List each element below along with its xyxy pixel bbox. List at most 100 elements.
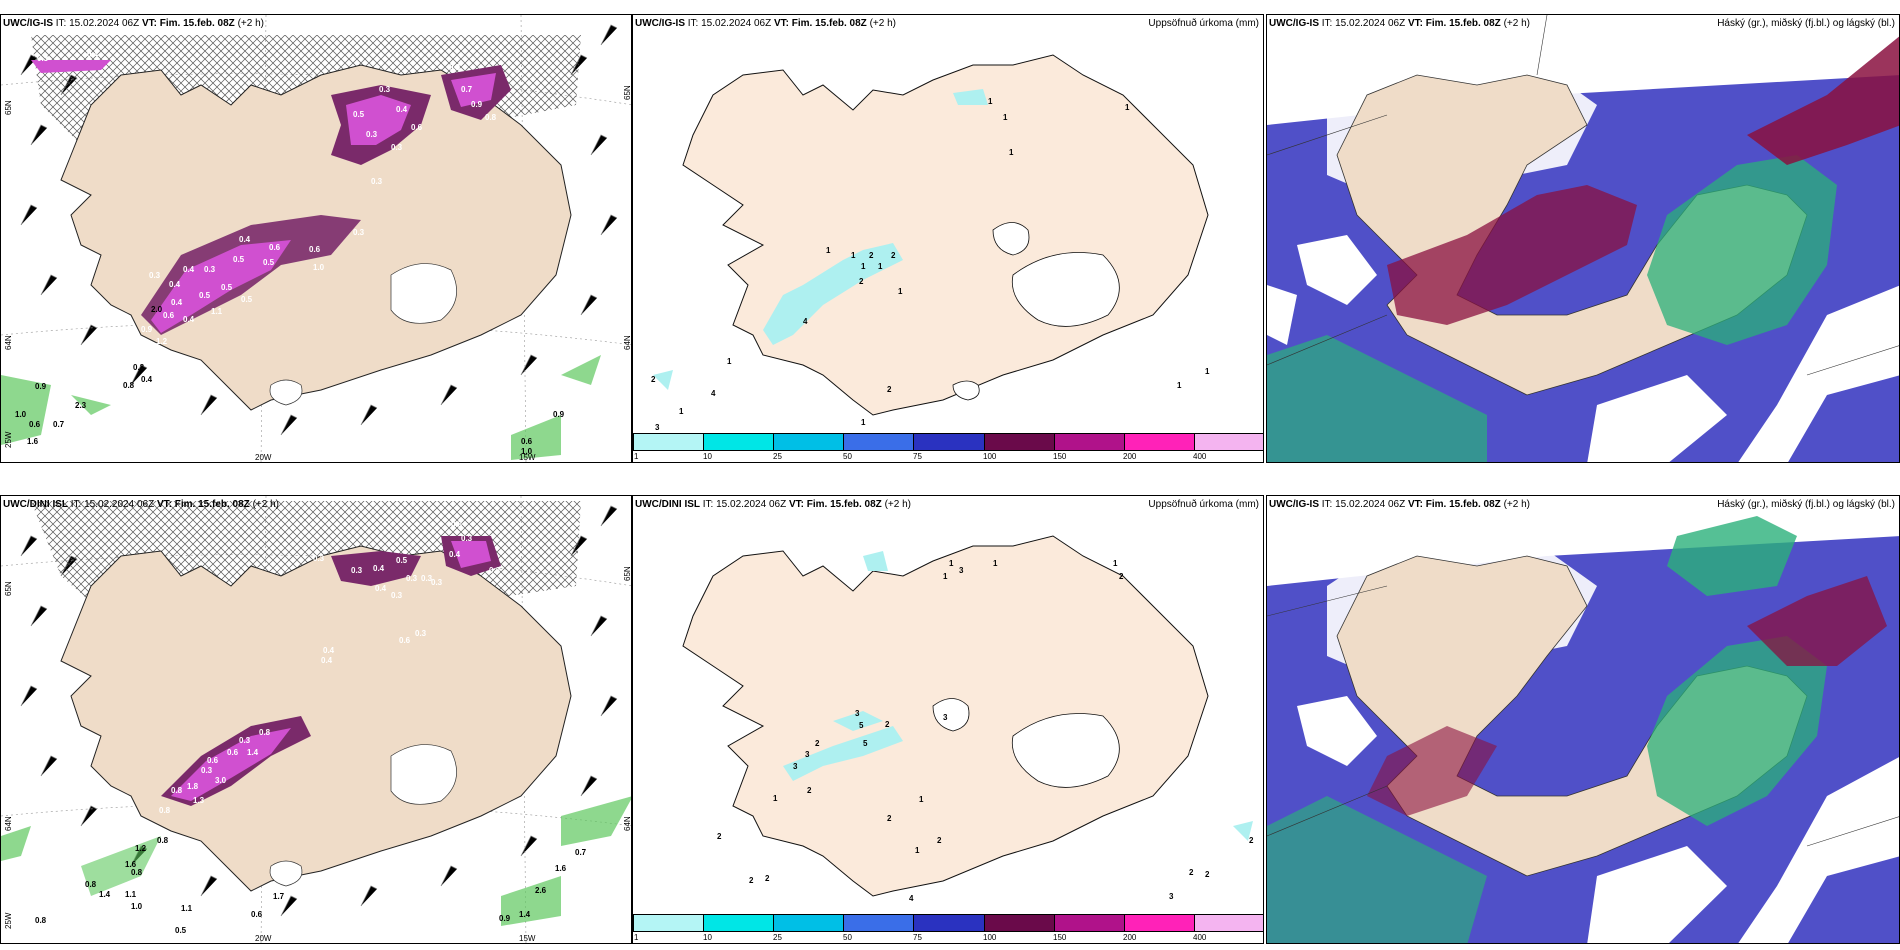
model-title: UWC/IG-IS (635, 18, 685, 29)
init-time: IT: 15.02.2024 06Z (1321, 499, 1406, 510)
accum-label: 2 (891, 251, 896, 260)
colorbar-tick: 100 (983, 933, 997, 942)
graticule (1267, 585, 1899, 847)
accum-label: 4 (711, 389, 716, 398)
precip-label: 1.1 (181, 904, 193, 913)
precip-label: 0.3 (449, 63, 461, 72)
init-time: IT: 15.02.2024 06Z (702, 499, 787, 510)
panel-r1-right: UWC/IG-IS IT: 15.02.2024 06Z VT: Fim. 15… (1266, 14, 1900, 463)
vt-label: VT: (773, 18, 789, 29)
precip-label: 0.8 (85, 880, 97, 889)
precip-label: 0.3 (204, 265, 216, 274)
accum-label: 3 (943, 713, 948, 722)
model-title: UWC/IG-IS (1269, 499, 1319, 510)
precip-label: 1.8 (187, 782, 199, 791)
precip-label: 1.1 (125, 890, 137, 899)
precip-label: 0.8 (485, 113, 497, 122)
precip-label: 0.3 (351, 566, 363, 575)
precip-label: 1.0 (131, 902, 143, 911)
precip-label: 1.4 (99, 890, 111, 899)
panel-header: UWC/DINI ISL IT: 15.02.2024 06Z VT: Fim.… (3, 499, 279, 510)
colorbar-tick: 25 (773, 933, 782, 942)
colorbar-tick: 150 (1053, 452, 1067, 461)
colorbar-cell (704, 434, 775, 450)
panel-r2-left: UWC/DINI ISL IT: 15.02.2024 06Z VT: Fim.… (0, 495, 632, 944)
colorbar-cell (774, 915, 845, 931)
precip-label: 0.7 (121, 327, 133, 336)
accum-label: 4 (803, 317, 808, 326)
precip-label: 0.5 (241, 295, 253, 304)
precip-label: 0.3 (313, 554, 325, 563)
accum-label: 1 (861, 418, 866, 427)
precip-label: 0.3 (431, 578, 443, 587)
colorbar-cell (704, 915, 775, 931)
colorbar-cell (1124, 915, 1195, 931)
precip-label: 0.9 (471, 100, 483, 109)
accum-label: 1 (1113, 559, 1118, 568)
precip-label: 1.0 (313, 263, 325, 272)
vt-label: VT: (156, 499, 172, 510)
colorbar-tick: 200 (1123, 933, 1137, 942)
accum-label: 2 (717, 832, 722, 841)
accum-label: 2 (815, 739, 820, 748)
field-title: Háský (gr.), miðský (fj.bl.) og lágský (… (1717, 18, 1895, 29)
init-time: IT: 15.02.2024 06Z (70, 499, 155, 510)
lon-label-mid: 20W (255, 453, 272, 462)
precip-label: 0.6 (251, 910, 263, 919)
vt-value: Fim. 15.feb. 08Z (1425, 499, 1501, 510)
colorbar-cell (984, 915, 1055, 931)
accum-label: 3 (805, 750, 810, 759)
colorbar-cell (1054, 915, 1125, 931)
precip-label: 0.9 (35, 382, 47, 391)
accum-label: 2 (859, 277, 864, 286)
precip-label: 0.5 (353, 110, 365, 119)
colorbar-tick: 1 (634, 933, 639, 942)
colorbar-tick: 50 (843, 933, 852, 942)
colorbar-tick: 75 (913, 933, 922, 942)
precip-label: 0.5 (199, 291, 211, 300)
accum-label: 1 (851, 251, 856, 260)
precip-label: 0.3 (461, 534, 473, 543)
model-title: UWC/DINI ISL (635, 499, 700, 510)
colorbar-tick: 100 (983, 452, 997, 461)
lat-label-right-2: 64N (623, 816, 632, 831)
precip-label: 0.3 (37, 54, 49, 63)
lon-label-left: 25W (4, 431, 13, 448)
panel-r1-left: UWC/IG-IS IT: 15.02.2024 06Z VT: Fim. 15… (0, 14, 632, 463)
precip-label: 0.6 (309, 245, 321, 254)
field-title: Uppsöfnuð úrkoma (mm) (1148, 499, 1259, 510)
precip-label: 1.8 (141, 349, 153, 358)
precip-label: 1.3 (193, 796, 205, 805)
accum-label: 2 (869, 251, 874, 260)
panel-header: UWC/IG-IS IT: 15.02.2024 06Z VT: Fim. 15… (1269, 499, 1530, 510)
accum-label: 2 (651, 375, 656, 384)
precip-label: 0.8 (159, 806, 171, 815)
accum-label: 2 (887, 814, 892, 823)
precip-label: 1.2 (156, 337, 168, 346)
vt-label: VT: (141, 18, 157, 29)
accum-label: 1 (826, 246, 831, 255)
accum-label: 1 (949, 559, 954, 568)
accum-label: 2 (749, 876, 754, 885)
precip-label: 0.3 (406, 574, 418, 583)
accum-label: 1 (679, 407, 684, 416)
accum-label: 2 (1189, 868, 1194, 877)
precip-label: 0.3 (149, 271, 161, 280)
panel-r2-middle: UWC/DINI ISL IT: 15.02.2024 06Z VT: Fim.… (632, 495, 1264, 944)
precip-label: 0.3 (451, 520, 463, 529)
vt-label: VT: (1407, 499, 1423, 510)
accum-label: 1 (988, 97, 993, 106)
accum-label: 3 (655, 423, 660, 432)
vt-value: Fim. 15.feb. 08Z (791, 18, 867, 29)
accum-label: 3 (793, 762, 798, 771)
precip-label: 0.4 (87, 50, 99, 59)
field-title: Uppsöfnuð úrkoma (mm) (1148, 18, 1259, 29)
precip-label: 0.4 (169, 280, 181, 289)
precip-label: 0.3 (366, 130, 378, 139)
precip-label: 0.7 (575, 848, 587, 857)
colorbar-tick: 200 (1123, 452, 1137, 461)
precip-label: 0.5 (233, 255, 245, 264)
lead-time: (+2 h) (237, 18, 264, 29)
vt-label: VT: (788, 499, 804, 510)
colorbar-tick: 10 (703, 452, 712, 461)
